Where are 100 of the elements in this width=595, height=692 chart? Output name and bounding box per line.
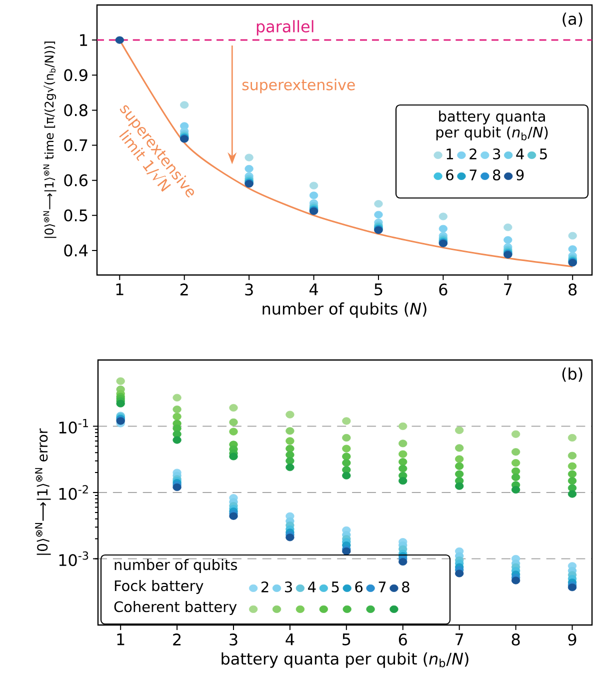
point [244,154,254,162]
legend-label: 2 [470,148,476,160]
legend-label: 2 [262,581,268,592]
point [568,477,577,485]
legend-label: 5 [540,148,547,160]
legend-title: number of qubits [114,559,238,573]
point [455,444,464,452]
point [115,36,124,44]
point [455,470,464,478]
x-tick-label: 5 [374,283,382,296]
x-tick-label: 6 [398,634,407,646]
legend-label: 6 [355,581,362,592]
y-tick-label: 0.5 [64,209,88,222]
x-tick-label: 4 [309,283,318,296]
x-axis-title: battery quanta per qubit (n$_{b}$/N) [222,652,468,668]
x-tick-label: 5 [342,633,350,646]
y-tick-label: 10$^{-2}$ [59,485,88,500]
point [511,473,520,482]
legend-label: 3 [284,581,292,592]
point [511,430,520,438]
point [286,457,294,465]
point [455,426,464,434]
point [116,400,125,408]
x-tick-label: 2 [173,634,181,646]
y-tick-label: 0.7 [64,139,88,152]
point [342,452,351,460]
x-tick-label: 3 [230,634,238,646]
x-tick-label: 8 [512,634,520,646]
point [511,486,520,494]
annotation: (b) [562,367,582,382]
point [286,464,294,472]
point [342,434,351,442]
x-tick-label: 9 [568,634,576,646]
y-tick-label: 0.9 [64,69,88,82]
point [229,452,238,460]
legend-label: 8 [493,169,500,180]
point [286,534,294,542]
legend-label: 7 [378,582,386,592]
point [568,490,577,498]
point [568,484,577,492]
point [342,417,351,425]
point [229,512,238,520]
x-tick-label: 6 [439,284,448,296]
point [172,436,182,444]
ref-line-label: parallel [256,20,314,36]
point [504,224,512,232]
x-axis-title: number of qubits (N) [262,302,426,318]
point [568,232,577,240]
point [568,245,577,253]
point [229,428,238,436]
point [398,477,408,485]
point [229,404,238,412]
x-tick-label: 1 [116,283,124,296]
annotation: Fock battery [114,580,204,594]
point [455,462,464,470]
point [342,472,351,480]
legend-label: 1 [446,148,454,160]
y-axis-title: |0⟩$^{⊗N}$⟶|1⟩$^{⊗N}$ error [35,428,51,555]
point [229,418,238,426]
point [455,570,464,578]
y-axis-title: |0⟩$^{⊗N}$⟶|1⟩$^{⊗N}$ time [π/(2g√(n$_{b}$/N))] [43,42,56,238]
y-tick-label: 0.8 [64,104,88,116]
legend-label: 4 [516,148,524,160]
x-tick-label: 1 [117,633,124,646]
annotation: superextensive [242,78,355,94]
point [286,437,294,445]
point [342,459,351,467]
x-tick-label: 3 [245,284,253,296]
point [568,452,577,460]
point [511,576,520,584]
legend-label: 5 [332,582,339,592]
point [568,584,577,592]
point [309,192,318,200]
annotation: Coherent battery [114,601,237,615]
point [568,434,577,442]
point [568,470,577,478]
x-tick-label: 7 [504,283,512,296]
point [398,440,408,448]
point [398,422,408,430]
point [374,200,383,208]
legend-label: 6 [446,169,454,180]
point [286,444,294,452]
legend-title: battery quanta per qubit (n$_{b}$/N) [436,110,548,140]
x-tick-label: 8 [568,284,577,296]
point [438,224,448,232]
point [172,483,182,492]
y-tick-label: 0.4 [64,244,88,256]
point [244,164,254,173]
point [172,412,182,420]
point [504,236,512,244]
annotation: (a) [562,12,582,27]
point [568,462,577,470]
point [398,458,408,466]
x-tick-label: 4 [286,633,294,646]
point [309,182,318,190]
point [438,212,448,220]
point [511,459,520,467]
point [172,394,182,402]
point [374,210,383,218]
point [116,377,125,385]
